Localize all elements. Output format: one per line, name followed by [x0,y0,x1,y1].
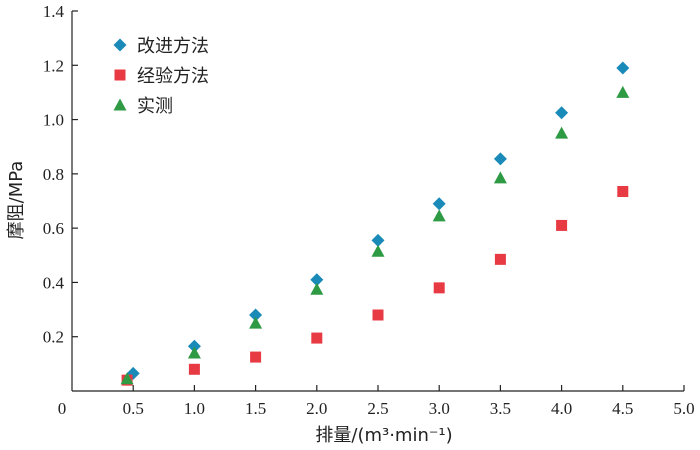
data-point [188,363,200,375]
data-point [555,126,569,139]
x-tick-label: 0 [58,399,67,418]
x-tick-label: 2.5 [367,399,388,418]
legend-label: 实测 [137,96,173,117]
data-point [616,85,630,98]
data-point [250,351,262,363]
y-tick-label: 0.4 [43,273,65,292]
legend-marker [113,38,127,52]
data-point [493,171,507,184]
y-tick-label: 0.8 [43,165,64,184]
legend-marker [114,69,126,81]
data-point [433,282,445,294]
data-point [120,372,134,385]
y-tick-label: 1.4 [43,2,65,21]
x-tick-label: 1.5 [245,399,266,418]
data-point [494,253,506,265]
data-point [371,233,385,247]
data-point [310,273,324,287]
data-point [555,106,569,120]
x-tick-label: 2.0 [306,399,327,418]
y-tick-label: 0.2 [43,328,64,347]
y-tick-label: 1.2 [43,56,64,75]
data-point [556,219,568,231]
x-tick-label: 0.5 [123,399,144,418]
x-tick-label: 4.0 [551,399,572,418]
legend-label: 经验方法 [137,66,209,87]
data-point [249,308,263,322]
data-point [187,339,201,353]
x-tick-label: 3.0 [429,399,450,418]
y-tick-label: 1.0 [43,111,64,130]
data-point [371,244,385,257]
ticks: 0 0.5 1.0 1.5 2.0 2.5 3.0 3.5 4.0 4.5 5.0 0.2 0.4 0.6… [43,2,695,418]
x-tick-label: 1.0 [184,399,205,418]
x-tick-label: 3.5 [490,399,511,418]
data-point [372,309,384,321]
data-point [310,282,324,295]
data-point [187,346,201,359]
data-point [493,152,507,166]
legend-marker [113,98,127,111]
data-point [616,61,630,75]
y-axis-label: 摩阻/MPa [6,161,27,240]
y-tick-label: 0.6 [43,219,64,238]
data-point [432,197,446,211]
data-point [432,209,446,222]
x-tick-label: 4.5 [612,399,633,418]
data-points [120,61,630,386]
data-point [311,332,323,344]
x-axis-label: 排量/(m³·min⁻¹) [315,425,452,446]
data-point [249,316,263,329]
legend-label: 改进方法 [137,36,209,57]
data-point [617,186,629,197]
x-tick-label: 5.0 [673,399,694,418]
